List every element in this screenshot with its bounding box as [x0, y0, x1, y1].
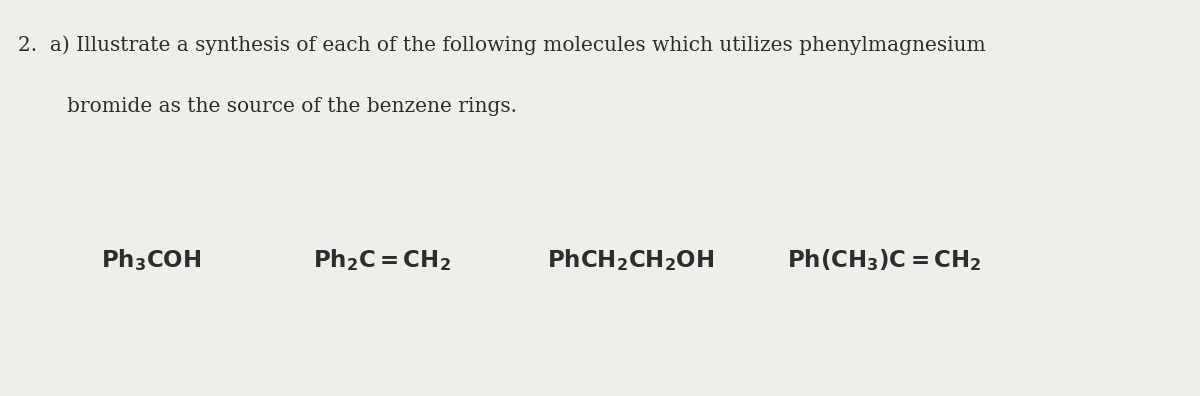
Text: 2.  a) Illustrate a synthesis of each of the following molecules which utilizes : 2. a) Illustrate a synthesis of each of … [18, 35, 985, 55]
Text: $\mathbf{PhCH_2CH_2OH}$: $\mathbf{PhCH_2CH_2OH}$ [547, 247, 714, 273]
Text: $\mathbf{Ph(CH_3)C{=}CH_2}$: $\mathbf{Ph(CH_3)C{=}CH_2}$ [787, 247, 982, 273]
Text: $\mathbf{Ph_2C{=}CH_2}$: $\mathbf{Ph_2C{=}CH_2}$ [313, 247, 450, 273]
Text: bromide as the source of the benzene rings.: bromide as the source of the benzene rin… [67, 97, 517, 116]
Text: $\mathbf{Ph_3COH}$: $\mathbf{Ph_3COH}$ [101, 247, 202, 273]
